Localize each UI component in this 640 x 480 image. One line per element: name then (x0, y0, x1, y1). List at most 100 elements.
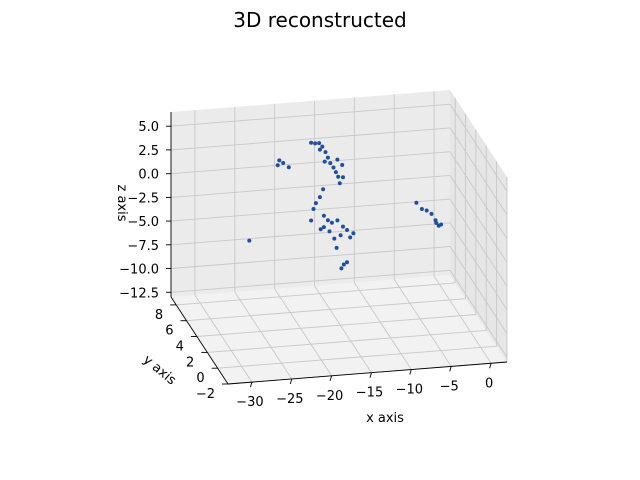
data-point (339, 266, 344, 271)
x-axis-line (227, 361, 508, 385)
data-point (281, 161, 286, 165)
y-grid-floor (186, 298, 466, 322)
y-tick-label: 0 (196, 371, 204, 386)
y-tick-label: 4 (176, 340, 184, 355)
x-grid-floor (393, 279, 452, 367)
data-point (317, 147, 322, 152)
z-grid-back (170, 103, 451, 127)
data-points (247, 140, 444, 271)
data-point (325, 218, 330, 223)
z-tick-label: 0.0 (138, 168, 159, 183)
data-point (275, 163, 280, 168)
z-grid-side (449, 127, 508, 216)
z-grid-side (449, 246, 508, 334)
data-point (321, 187, 326, 192)
data-point (309, 140, 314, 145)
data-point (311, 207, 316, 211)
x-tick-label: −30 (236, 395, 263, 410)
z-grid-side (449, 270, 508, 358)
data-point (340, 163, 345, 167)
y-grid-floor (176, 282, 456, 306)
x-tick-mark (289, 378, 293, 385)
x-tick-mark (409, 369, 412, 375)
z-tick-label: −5.0 (127, 215, 159, 230)
data-point (328, 161, 333, 166)
data-point (321, 213, 326, 218)
z-grid-side (449, 151, 508, 239)
x-grid-floor (274, 288, 332, 377)
x-tick-label: −20 (316, 389, 343, 404)
y-tick-label: 2 (186, 355, 194, 370)
x-grid-floor (314, 285, 372, 373)
z-tick-label: −7.5 (127, 239, 159, 254)
z-grid-side (449, 198, 508, 287)
x-axis-label: x axis (366, 411, 404, 426)
data-point (331, 165, 336, 170)
data-point (313, 141, 318, 146)
z-grid-side (449, 103, 508, 192)
z-tick-label: 2.5 (138, 144, 159, 159)
x-tick-label: −10 (396, 383, 423, 398)
data-point (345, 260, 349, 265)
x-tick-label: −25 (276, 392, 303, 407)
z-tick-label: −10.0 (119, 263, 159, 278)
data-point (334, 245, 339, 250)
x-tick-mark (249, 381, 253, 388)
y-grid-floor (207, 329, 487, 353)
y-axis-line (170, 296, 229, 385)
x-tick-mark (329, 375, 333, 381)
y-tick-label: 6 (165, 324, 173, 339)
data-point (247, 238, 252, 243)
data-point (325, 155, 330, 160)
data-point (317, 141, 322, 146)
back-pane (171, 90, 450, 297)
data-point (337, 181, 342, 186)
data-point (313, 201, 318, 206)
z-grid-back (170, 127, 451, 151)
data-point (323, 150, 328, 155)
data-point (424, 208, 429, 213)
y-axis-label: y axis (140, 352, 179, 388)
axes-panes (171, 90, 507, 384)
x-grid-floor (194, 294, 253, 383)
z-axis-label: z axis (114, 184, 129, 221)
y-tick-label: 8 (155, 308, 163, 323)
data-point (439, 222, 444, 227)
x-grid-floor (353, 282, 412, 370)
data-point (341, 262, 346, 267)
x-tick-mark (369, 372, 372, 378)
z-tick-label: −2.5 (127, 191, 159, 206)
chart-title: 3D reconstructed (233, 8, 406, 32)
x-tick-label: −15 (356, 386, 383, 401)
data-point (320, 144, 325, 149)
data-point (327, 229, 332, 234)
y-grid-floor (217, 345, 497, 369)
x-tick-label: −5 (440, 379, 459, 394)
data-point (286, 165, 291, 170)
z-tick-label: −12.5 (119, 286, 159, 301)
z-grid-back (170, 246, 451, 269)
x-tick-label: 0 (485, 376, 493, 391)
z-grid-back (170, 151, 451, 175)
z-grid-back (170, 198, 451, 222)
x-grid-floor (433, 276, 492, 364)
data-point (341, 175, 345, 180)
data-point (322, 159, 327, 164)
data-point (341, 224, 345, 229)
tick-labels: −30 −25 −20 −15 −10 −5 0−2024685.02.50.0−2.5−5… (119, 120, 493, 410)
z-grid-side (449, 222, 508, 311)
data-point (332, 236, 337, 241)
z-grid-back (170, 174, 451, 198)
x-tick-mark (449, 366, 452, 372)
z-grid-back (170, 269, 451, 293)
z-grid-side (449, 175, 508, 263)
data-point (333, 170, 338, 175)
y-grid-floor (196, 314, 476, 337)
data-point (433, 218, 438, 223)
z-tick-label: 5.0 (138, 120, 159, 135)
y-tick-label: −2 (196, 387, 215, 402)
data-point (414, 200, 419, 205)
axes-edges (170, 112, 508, 385)
data-point (309, 218, 314, 223)
